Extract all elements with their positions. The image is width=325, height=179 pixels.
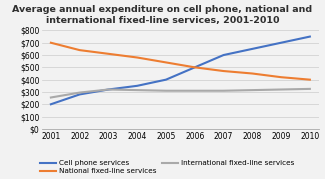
Legend: Cell phone services, National fixed-line services, International fixed-line serv: Cell phone services, National fixed-line… bbox=[40, 160, 294, 174]
Text: Average annual expenditure on cell phone, national and
international fixed-line : Average annual expenditure on cell phone… bbox=[12, 5, 313, 25]
